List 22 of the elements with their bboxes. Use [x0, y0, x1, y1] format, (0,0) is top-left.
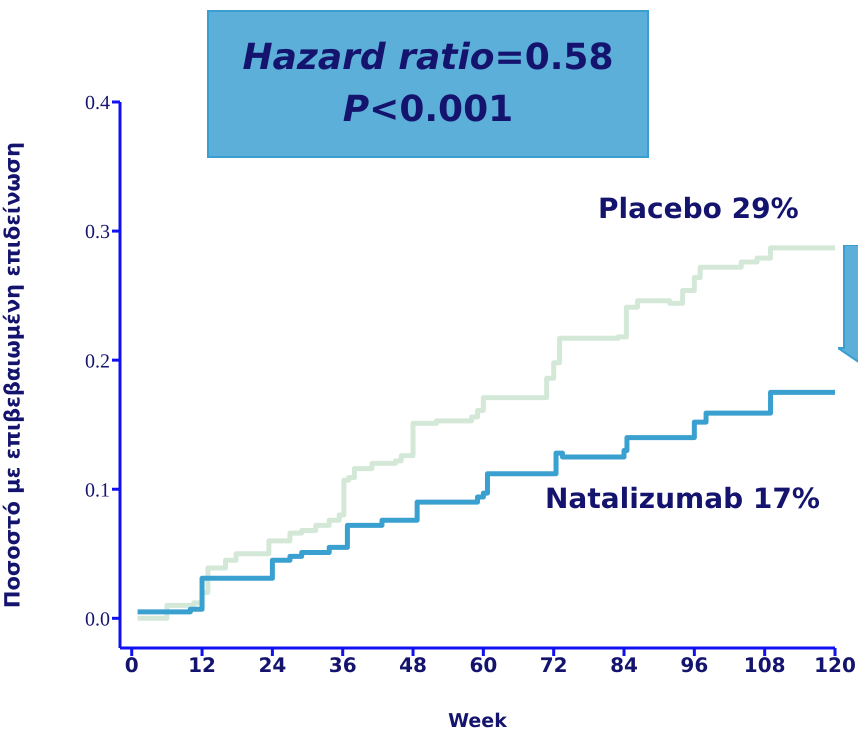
- annotation: P<0.001: [342, 88, 514, 132]
- x-axis-title: Week: [448, 710, 508, 732]
- x-tick-label: 108: [744, 653, 786, 678]
- text: Hazard ratio=0.58: [242, 36, 614, 80]
- y-tick-label: 0.4: [85, 92, 110, 114]
- y-tick-label: 0.1: [85, 479, 110, 502]
- y-axis-title: Ποσοστό με επιβεβαιωμένη επιδείνωση: [0, 142, 24, 608]
- x-tick-label: 36: [328, 653, 357, 678]
- y-tick-label: 0.0: [85, 608, 110, 630]
- y-tick-label: 0.3: [85, 221, 110, 244]
- x-tick-label: 24: [258, 653, 286, 678]
- x-tick-label: 84: [610, 653, 638, 678]
- series-label: Placebo 29%: [598, 192, 799, 225]
- x-tick-label: 72: [540, 653, 568, 678]
- y-tick-label: 0.2: [85, 350, 110, 372]
- series-label: Natalizumab 17%: [545, 482, 820, 515]
- x-tick-label: 96: [680, 653, 708, 678]
- x-tick-label: 12: [188, 653, 216, 678]
- x-tick-label: 48: [399, 653, 427, 678]
- x-tick-label: 120: [814, 653, 856, 678]
- x-tick-label: 60: [469, 653, 498, 678]
- x-tick-label: 0: [124, 653, 139, 678]
